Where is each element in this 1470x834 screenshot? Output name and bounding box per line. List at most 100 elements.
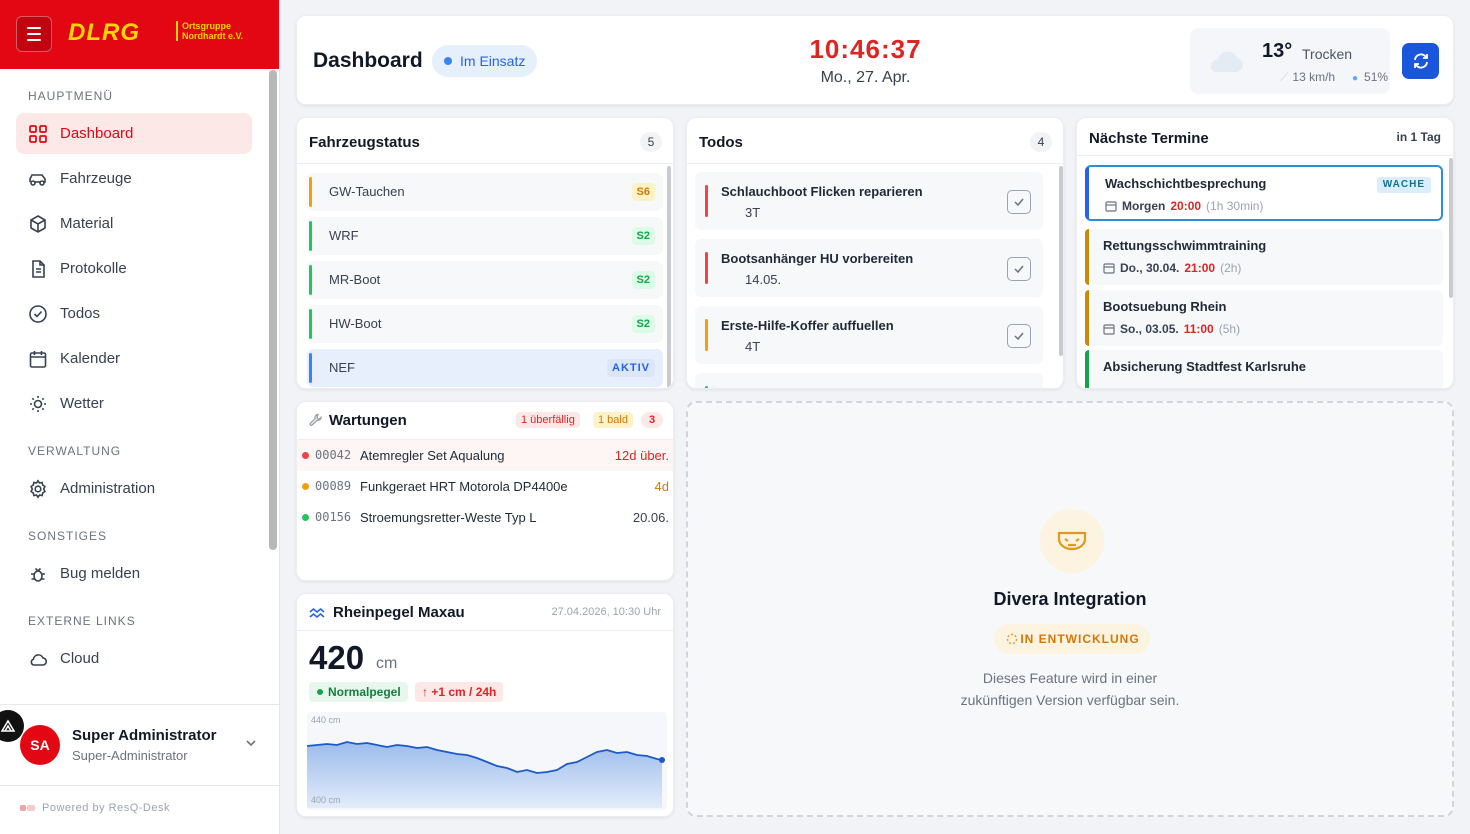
- weather-condition: Trocken: [1302, 46, 1353, 62]
- grid-icon: [29, 124, 47, 143]
- sidebar-item-bug[interactable]: Bug melden: [16, 553, 252, 594]
- pegel-chart[interactable]: 440 cm 400 cm: [307, 712, 667, 810]
- sidebar-item-administration[interactable]: Administration: [16, 468, 252, 509]
- event-item[interactable]: Rettungsschwimmtraining Do., 30.04. 21:0…: [1085, 229, 1443, 285]
- pegel-value: 420: [309, 639, 365, 676]
- mask-icon: [1040, 509, 1104, 573]
- vehicle-count-badge: 5: [640, 132, 662, 152]
- sidebar-item-label: Cloud: [60, 650, 100, 667]
- todo-checkbox[interactable]: [1007, 324, 1031, 348]
- vehicle-status-code: S2: [631, 227, 655, 245]
- vehicle-status-code: S2: [631, 315, 655, 333]
- vehicle-item-gw-tauchen[interactable]: GW-Tauchen S6: [307, 173, 663, 211]
- todo-count-badge: 4: [1030, 132, 1052, 152]
- sidebar-scrollbar[interactable]: [269, 70, 277, 550]
- powered-by: Powered by ResQ-Desk: [20, 802, 170, 814]
- event-tag: WACHE: [1376, 177, 1431, 193]
- event-item[interactable]: Absicherung Stadtfest Karlsruhe: [1085, 350, 1443, 388]
- refresh-button[interactable]: [1402, 43, 1439, 79]
- sidebar: DLRG Ortsgruppe Nordhardt e.V. HAUPTMENÜ…: [0, 0, 280, 834]
- maintenance-row[interactable]: 00042 Atemregler Set Aqualung 12d über.: [297, 440, 673, 471]
- nav-section-links: EXTERNE LINKS: [28, 614, 136, 628]
- sidebar-item-wetter[interactable]: Wetter: [16, 383, 252, 424]
- brand-header: DLRG Ortsgruppe Nordhardt e.V.: [0, 0, 279, 69]
- sidebar-item-label: Dashboard: [60, 125, 134, 142]
- todo-item[interactable]: Bootsanhänger HU vorbereiten 14.05.: [695, 239, 1043, 297]
- dlrg-logo[interactable]: DLRG: [68, 19, 140, 46]
- check-icon: [1014, 332, 1024, 341]
- pegel-unit: cm: [376, 655, 398, 672]
- vehicle-item-mr-boot[interactable]: MR-Boot S2: [307, 261, 663, 299]
- sidebar-item-label: Material: [60, 215, 114, 232]
- todo-item[interactable]: Erste-Hilfe-Koffer auffuellen 4T: [695, 306, 1043, 364]
- in-development-badge: IN ENTWICKLUNG: [994, 624, 1150, 654]
- nav-section-main: HAUPTMENÜ: [28, 89, 114, 103]
- bug-icon: [31, 567, 45, 582]
- event-item[interactable]: Wachschichtbesprechung WACHE Morgen 20:0…: [1085, 165, 1443, 221]
- divera-description: Dieses Feature wird in einer zukünftigen…: [960, 670, 1180, 708]
- panel-title: Wartungen: [329, 412, 407, 429]
- vehicle-item-wrf[interactable]: WRF S2: [307, 217, 663, 255]
- sun-icon: [30, 395, 46, 412]
- nav-section-admin: VERWALTUNG: [28, 444, 122, 458]
- header-bar: Dashboard Im Einsatz 10:46:37 Mo., 27. A…: [296, 15, 1454, 105]
- pegel-status-badge: Normalpegel: [309, 682, 408, 702]
- due-soon-badge: 1 bald: [593, 412, 633, 428]
- logo-sub-line1: Ortsgruppe: [182, 21, 232, 31]
- divera-title: Divera Integration: [993, 589, 1147, 609]
- clock: 10:46:37: [809, 34, 922, 64]
- divera-placeholder: Divera Integration IN ENTWICKLUNG Dieses…: [686, 401, 1454, 817]
- weather-widget[interactable]: 13° Trocken ⟋ 13 km/h ● 51%: [1190, 28, 1390, 94]
- menu-toggle-button[interactable]: [16, 16, 52, 52]
- document-icon: [32, 259, 45, 278]
- todo-checkbox[interactable]: [1007, 257, 1031, 281]
- sidebar-item-material[interactable]: Material: [16, 203, 252, 244]
- overdue-badge: 1 überfällig: [516, 412, 580, 428]
- check-circle-icon: [29, 304, 47, 323]
- events-panel: Nächste Termine in 1 Tag Wachschichtbesp…: [1076, 117, 1454, 389]
- car-icon: [29, 173, 46, 186]
- user-role: Super-Administrator: [72, 748, 188, 763]
- vehicle-status-code: AKTIV: [607, 359, 655, 377]
- panel-title: Todos: [699, 134, 743, 151]
- sidebar-item-label: Todos: [60, 305, 101, 322]
- todo-checkbox[interactable]: [1007, 190, 1031, 214]
- dev-tools-icon[interactable]: [0, 710, 24, 742]
- sidebar-item-todos[interactable]: Todos: [16, 293, 252, 334]
- refresh-icon: [1413, 53, 1428, 69]
- chevron-down-icon[interactable]: [245, 737, 257, 749]
- pegel-axis-bottom: 400 cm: [311, 795, 341, 805]
- vehicle-scrollbar[interactable]: [667, 166, 671, 388]
- pegel-timestamp: 27.04.2026, 10:30 Uhr: [551, 606, 661, 618]
- panel-title: Rheinpegel Maxau: [333, 604, 465, 621]
- cloud-icon: [30, 653, 48, 666]
- events-scrollbar[interactable]: [1449, 158, 1453, 298]
- vehicle-item-hw-boot[interactable]: HW-Boot S2: [307, 305, 663, 343]
- vehicle-item-nef[interactable]: NEF AKTIV: [307, 349, 663, 387]
- sidebar-item-cloud[interactable]: Cloud: [16, 638, 252, 679]
- sidebar-item-dashboard[interactable]: Dashboard: [16, 113, 252, 154]
- calendar-icon: [1105, 201, 1117, 212]
- sidebar-item-protokolle[interactable]: Protokolle: [16, 248, 252, 289]
- pegel-trend-badge: ↑ +1 cm / 24h: [415, 682, 504, 702]
- sidebar-item-fahrzeuge[interactable]: Fahrzeuge: [16, 158, 252, 199]
- sidebar-item-kalender[interactable]: Kalender: [16, 338, 252, 379]
- event-item[interactable]: Bootsuebung Rhein So., 03.05. 11:00 (5h): [1085, 290, 1443, 346]
- wrench-icon: [309, 413, 322, 426]
- box-icon: [30, 214, 46, 233]
- todo-scrollbar[interactable]: [1059, 166, 1063, 356]
- sidebar-item-label: Administration: [60, 480, 156, 497]
- user-menu[interactable]: SA Super Administrator Super-Administrat…: [0, 704, 279, 786]
- sidebar-item-label: Bug melden: [60, 565, 141, 582]
- next-event-countdown: in 1 Tag: [1396, 130, 1441, 144]
- page-title: Dashboard: [313, 49, 423, 72]
- maintenance-row[interactable]: 00156 Stroemungsretter-Weste Typ L 20.06…: [297, 502, 673, 533]
- todo-item[interactable]: [695, 373, 1043, 388]
- status-badge[interactable]: Im Einsatz: [432, 45, 538, 77]
- calendar-icon: [1103, 324, 1115, 335]
- todo-item[interactable]: Schlauchboot Flicken reparieren 3T: [695, 172, 1043, 230]
- logo-subtitle: Ortsgruppe Nordhardt e.V.: [176, 21, 243, 41]
- gear-icon: [30, 478, 46, 499]
- maintenance-row[interactable]: 00089 Funkgeraet HRT Motorola DP4400e 4d: [297, 471, 673, 502]
